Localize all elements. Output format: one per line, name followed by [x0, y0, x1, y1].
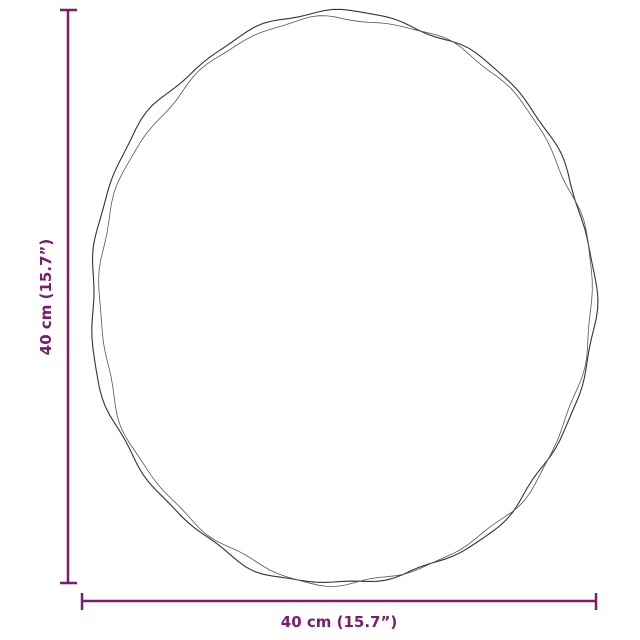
round-mirror-outline — [91, 8, 599, 583]
width-label: 40 cm (15.7”) — [281, 613, 397, 631]
height-label: 40 cm (15.7”) — [37, 239, 55, 355]
height-dimension: 40 cm (15.7”) — [37, 8, 77, 585]
width-dimension: 40 cm (15.7”) — [80, 593, 598, 631]
mirror-edge-outline — [98, 15, 593, 587]
